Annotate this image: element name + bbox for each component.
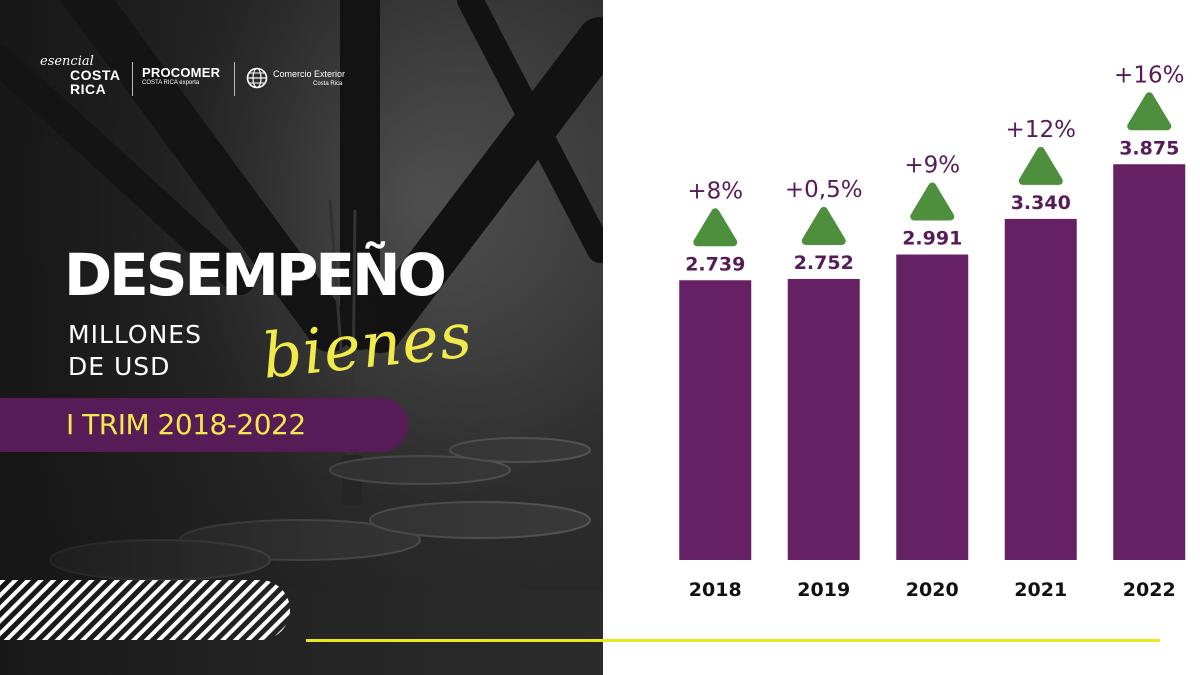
bar-2018: [679, 280, 752, 560]
x-tick-label-2018: 2018: [689, 579, 742, 601]
x-tick-label-2019: 2019: [797, 579, 850, 601]
growth-label-2018: +8%: [687, 178, 743, 204]
growth-up-triangle-icon: [1018, 146, 1063, 185]
procomer-tagline: COSTA RICA exporta: [142, 80, 200, 86]
growth-up-triangle-icon: [693, 208, 738, 247]
growth-up-triangle-icon: [910, 182, 955, 221]
x-tick-label-2021: 2021: [1014, 579, 1067, 601]
growth-label-2019: +0,5%: [785, 177, 863, 203]
unit-line-2: DE USD: [68, 352, 171, 381]
logo-esencial-line1: COSTA: [70, 67, 121, 83]
period-label: I TRIM 2018-2022: [66, 408, 306, 441]
bar-chart: 2.739 +8% 2018 2.752 +0,5% 2019 2.991 +9% 2020 3.…: [679, 62, 1186, 601]
logo-esencial-line2: RICA: [70, 81, 107, 97]
growth-label-2021: +12%: [1006, 117, 1076, 143]
procomer-logo: PROCOMER COSTA RICA exporta: [142, 66, 227, 87]
bar-2021: [1004, 218, 1077, 560]
factory-photo-background: [0, 0, 603, 675]
x-tick-label-2020: 2020: [906, 579, 959, 601]
x-tick-label-2022: 2022: [1123, 579, 1176, 601]
logo-divider: [234, 62, 235, 96]
comex-name: Comercio Exterior: [273, 68, 346, 79]
growth-label-2022: +16%: [1114, 62, 1184, 88]
comex-logo: Comercio Exterior Costa Rica: [246, 67, 356, 89]
comex-sub: Costa Rica: [313, 80, 343, 87]
decorative-stripes: [0, 580, 290, 640]
logo-divider: [132, 62, 133, 96]
headline: DESEMPEÑO: [64, 241, 447, 309]
growth-up-triangle-icon: [1127, 92, 1172, 131]
bar-2019: [787, 278, 860, 560]
logo-esencial-script: esencial: [40, 54, 94, 69]
unit-line-1: MILLONES: [68, 320, 202, 349]
growth-up-triangle-icon: [801, 206, 846, 245]
growth-label-2020: +9%: [904, 153, 960, 179]
globe-icon: [246, 67, 268, 89]
esencial-costa-rica-logo: esencial COSTA RICA: [40, 55, 125, 96]
bar-2020: [896, 254, 969, 560]
value-label-2021: 3.340: [1011, 192, 1071, 214]
value-label-2018: 2.739: [685, 253, 745, 275]
value-label-2020: 2.991: [902, 228, 962, 250]
procomer-name: PROCOMER: [142, 65, 221, 80]
hero-panel: esencial COSTA RICA PROCOMER COSTA RICA …: [0, 0, 603, 675]
value-label-2022: 3.875: [1119, 137, 1179, 159]
accent-underline: [306, 639, 1160, 642]
period-banner: I TRIM 2018-2022: [0, 398, 408, 452]
bar-2022: [1113, 164, 1186, 561]
value-label-2019: 2.752: [794, 252, 854, 274]
